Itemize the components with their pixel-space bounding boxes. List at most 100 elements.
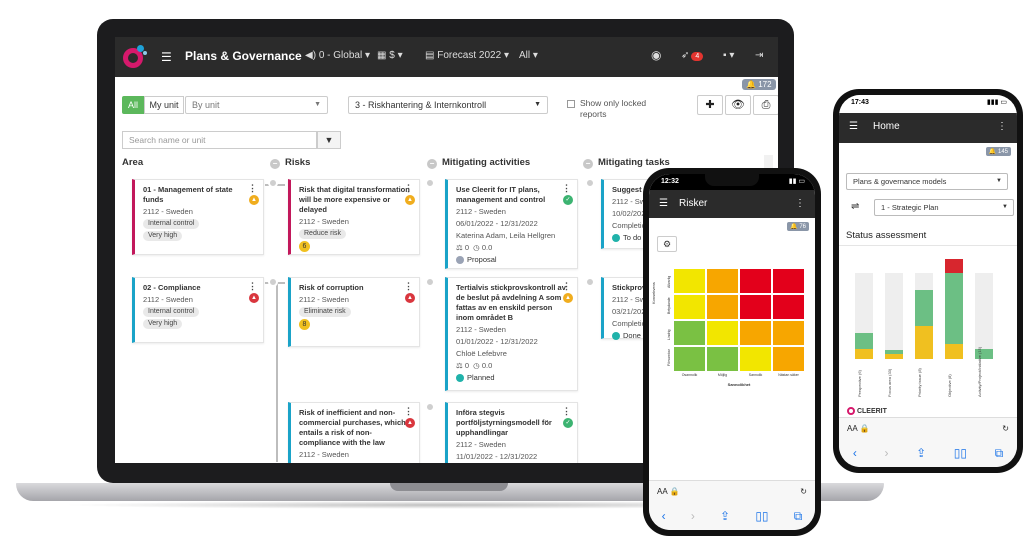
app-title: Plans & Governance [185,49,302,63]
connector-node [585,277,595,287]
heatmap-cell[interactable] [739,320,772,346]
filter-dropdown[interactable]: All ▾ [519,50,538,61]
print-button[interactable]: ⎙ [753,95,778,115]
kebab-menu-icon[interactable]: ⋮ [562,183,571,193]
by-unit-select[interactable]: By unit ▼ [185,96,328,114]
cleerit-logo[interactable] [121,44,147,70]
scope-dropdown[interactable]: ◀) 0 - Global ▾ [305,50,370,61]
model-select[interactable]: Plans & governance models ▼ [846,173,1008,190]
bar-column[interactable] [915,273,933,359]
hamburger-icon[interactable]: ☰ [161,50,172,64]
forecast-dropdown[interactable]: ▤ Forecast 2022 ▾ [425,50,509,61]
user-icon[interactable]: ◉ [651,48,662,62]
heatmap-cell[interactable] [772,320,805,346]
heatmap-y-tick: Försumbar [667,349,671,366]
phone-frame-right: 17:43 ▮▮▮ ▭ ☰ Home ⋮ 🔔 145 Plans & gover… [833,89,1023,473]
bar-segment [855,348,873,359]
settings-icon[interactable]: ⚙ [657,236,677,252]
plan-select[interactable]: 1 - Strategic Plan ▼ [874,199,1014,216]
kebab-menu-icon[interactable]: ⋮ [404,406,413,416]
bar-column[interactable] [855,273,873,359]
activity-card[interactable]: Införa stegvis portföljstyrningsmodell f… [445,402,578,463]
settings-sliders-icon[interactable]: ⇌ [851,201,860,212]
status-dot [612,234,620,242]
kebab-menu-icon[interactable]: ⋮ [997,121,1007,132]
area-card[interactable]: 01 - Management of state funds 2112 - Sw… [132,179,264,255]
heatmap-cell[interactable] [772,346,805,372]
collapse-icon: − [427,159,437,169]
forward-icon[interactable]: › [690,509,695,523]
heatmap-cell[interactable] [673,294,706,320]
model-select[interactable]: 3 - Riskhantering & Internkontroll ▼ [348,96,548,114]
heatmap-cell[interactable] [673,320,706,346]
kebab-menu-icon[interactable]: ⋮ [404,183,413,193]
all-button[interactable]: All [122,96,144,114]
kebab-menu-icon[interactable]: ⋮ [404,281,413,291]
logout-icon[interactable]: ⇥ [755,50,764,61]
battery-icon: ▮▮▮ ▭ [986,99,1007,106]
heatmap-cell[interactable] [706,294,739,320]
heatmap-cell[interactable] [706,346,739,372]
kebab-menu-icon[interactable]: ⋮ [248,183,257,193]
heatmap-cell[interactable] [739,346,772,372]
heatmap-cell[interactable] [673,268,706,294]
locked-label: Show only locked reports [580,98,647,119]
bar-segment [915,326,933,359]
heatmap-cell[interactable] [739,294,772,320]
share-icon[interactable]: ⇪ [916,446,927,460]
connector-node [268,277,278,287]
activity-card[interactable]: Use Cleerit for IT plans, management and… [445,179,578,269]
bar-category-label: Priority issue (8) [917,368,922,397]
search-input[interactable]: Search name or unit [122,131,317,149]
risk-card[interactable]: Risk of inefficient and non-commercial p… [288,402,420,463]
column-header-activities[interactable]: − Mitigating activities [427,157,530,169]
area-card[interactable]: 02 - Compliance 2112 - Sweden Internal c… [132,277,264,343]
share-icon[interactable]: ⇪ [720,509,731,523]
back-icon[interactable]: ‹ [661,509,666,523]
clock-icon: ◷ [473,243,480,252]
bar-column[interactable] [975,273,993,359]
heatmap-y-tick: Allvarlig [667,275,671,288]
risk-card[interactable]: Risk that digital transformation will be… [288,179,420,255]
rocket-icon[interactable]: ➶ 4 [681,50,704,61]
heatmap-cell[interactable] [706,268,739,294]
activity-card[interactable]: Tertialvis stickprovskontroll av de besl… [445,277,578,391]
hamburger-icon[interactable]: ☰ [849,121,858,132]
hamburger-icon[interactable]: ☰ [659,198,668,209]
heatmap-cell[interactable] [673,346,706,372]
alert-icon: ▲ [249,293,259,303]
add-button[interactable]: ✚ [697,95,723,115]
heatmap-cell[interactable] [739,268,772,294]
check-icon: ✓ [563,195,573,205]
app-bar: ☰ Home ⋮ [839,113,1017,143]
heatmap-cell[interactable] [772,294,805,320]
heatmap-cell[interactable] [772,268,805,294]
tabs-icon[interactable]: ⧉ [994,446,1004,460]
kebab-menu-icon[interactable]: ⋮ [562,281,571,291]
funnel-icon[interactable]: ▼ [317,131,341,149]
kebab-menu-icon[interactable]: ⋮ [795,198,805,209]
heatmap-cell[interactable] [706,320,739,346]
tabs-icon[interactable]: ⧉ [793,509,803,523]
column-header-risks[interactable]: − Risks [270,157,310,169]
bookmarks-icon[interactable]: ▯▯ [953,446,967,460]
flag-icon[interactable]: ▪ ▾ [723,50,735,61]
currency-dropdown[interactable]: ▦ $ ▾ [377,50,403,61]
forward-icon[interactable]: › [884,446,889,460]
locked-checkbox[interactable] [567,100,575,108]
bar-column[interactable] [885,273,903,359]
bar-column[interactable] [945,259,963,359]
column-header-tasks[interactable]: − Mitigating tasks [583,157,670,169]
heatmap-x-tick: Nästan säker [778,373,799,377]
back-icon[interactable]: ‹ [852,446,857,460]
my-unit-button[interactable]: My unit [144,96,184,114]
risk-card[interactable]: Risk of corruption 2112 - Sweden Elimina… [288,277,420,347]
bar-segment [945,259,963,273]
kebab-menu-icon[interactable]: ⋮ [562,406,571,416]
count-badge: 🔔 145 [985,147,1011,156]
view-button[interactable]: 👁 [725,95,751,115]
bookmarks-icon[interactable]: ▯▯ [755,509,769,523]
laptop-shadow [60,501,840,509]
kebab-menu-icon[interactable]: ⋮ [248,281,257,291]
risk-score: 6 [299,241,310,252]
